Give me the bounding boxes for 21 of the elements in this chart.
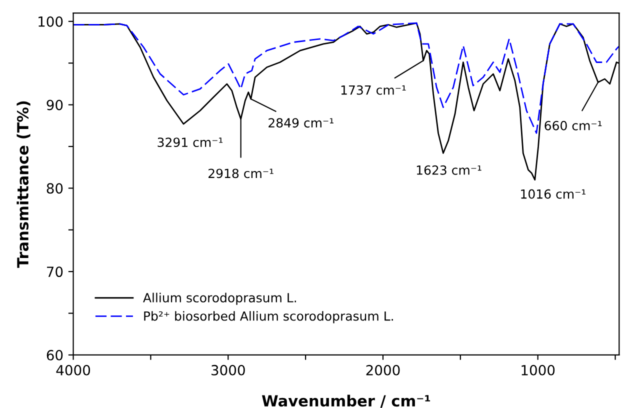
x-tick-label: 1000 [522,364,555,376]
x-axis-title: Wavenumber / cm⁻¹ [262,394,430,408]
legend-label: Pb²⁺ biosorbed Allium scorodoprasum L. [144,311,393,324]
y-tick-label: 80 [46,183,63,194]
y-axis-title: Transmittance (T%) [16,101,30,268]
x-tick-label: 2000 [366,364,400,376]
annotation: 2849 cm⁻¹ [268,118,334,128]
x-tick-label: 3000 [212,364,245,376]
x-tick-label: 4000 [56,364,90,376]
annotation: 1016 cm⁻¹ [521,189,586,199]
annotation: 3291 cm⁻¹ [158,138,223,148]
y-tick-label: 70 [47,266,63,278]
annotation: 2918 cm⁻¹ [208,168,274,178]
y-tick-label: 90 [46,100,63,110]
legend-label: Allium scorodoprasum L. [143,292,296,305]
annotation: 660 cm⁻¹ [544,120,602,130]
annotation: 1623 cm⁻¹ [416,165,482,175]
y-tick-label: 100 [38,16,63,27]
y-tick-label: 60 [46,350,63,360]
annotation: 1737 cm⁻¹ [341,85,406,95]
line-series [73,22,620,134]
